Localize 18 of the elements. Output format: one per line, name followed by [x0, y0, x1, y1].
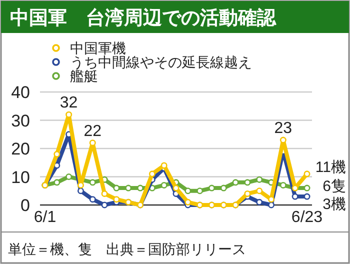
legend-label: 艦艇 — [70, 68, 98, 84]
data-label: 32 — [60, 94, 78, 112]
y-tick-label: 10 — [11, 168, 30, 187]
chart-title: 中国軍 台湾周辺での活動確認 — [10, 7, 277, 29]
x-tick-label: 6/23 — [291, 209, 323, 226]
x-tick-label: 6/1 — [34, 209, 56, 226]
y-tick-label: 40 — [11, 83, 30, 102]
y-tick-label: 0 — [20, 196, 30, 215]
data-label: 11機 — [315, 159, 346, 176]
text: 単位＝機、隻 出典＝国防部リリース — [8, 241, 246, 257]
y-tick-label: 20 — [11, 140, 30, 158]
data-label: 22 — [84, 122, 102, 140]
data-label: 6隻 — [322, 178, 346, 195]
legend-label: 中国軍機 — [70, 40, 126, 56]
data-label: 3機 — [322, 196, 346, 213]
data-label: 23 — [274, 120, 292, 138]
legend-label: うち中間線やその延長線越え — [70, 54, 252, 70]
y-tick-label: 30 — [11, 111, 30, 130]
